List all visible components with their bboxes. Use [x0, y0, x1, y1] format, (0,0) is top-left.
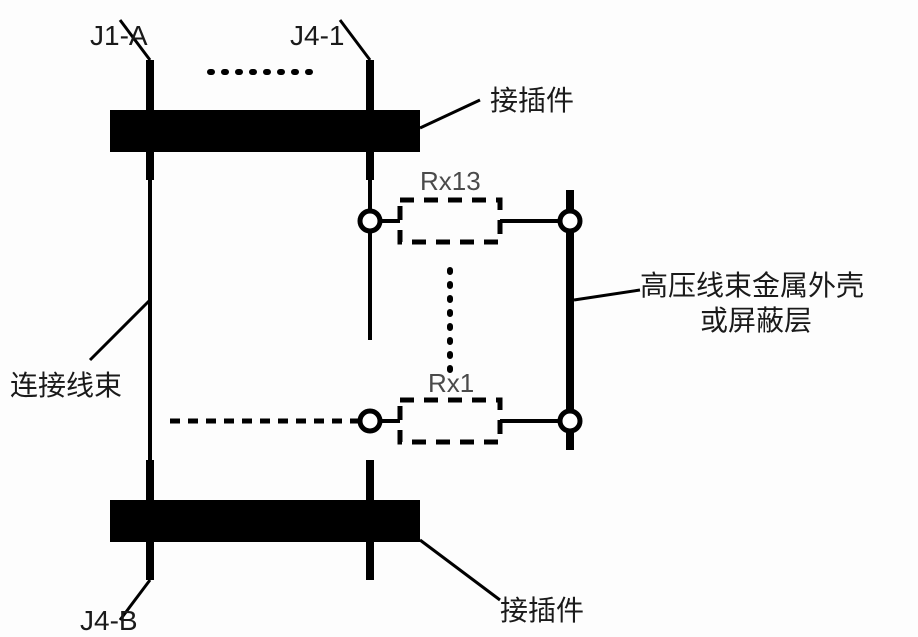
- resistor-rx1: [400, 400, 500, 442]
- label-harness: 连接线束: [10, 370, 122, 401]
- label-j1a: J1-A: [90, 20, 148, 51]
- leader-connector-bot: [420, 540, 500, 600]
- node-rx13-right: [560, 211, 580, 231]
- leader-shield: [574, 290, 640, 300]
- label-j41: J4-1: [290, 20, 344, 51]
- label-shield-2: 或屏蔽层: [700, 305, 812, 336]
- node-rx1-right: [560, 411, 580, 431]
- leader-connector-top: [420, 100, 480, 128]
- leader-j41: [340, 20, 370, 60]
- leader-harness: [90, 300, 150, 360]
- node-rx13-left: [360, 211, 380, 231]
- label-connector-bot: 接插件: [500, 595, 584, 626]
- label-j4b: J4-B: [80, 605, 138, 636]
- label-rx1: Rx1: [428, 368, 474, 398]
- label-shield-1: 高压线束金属外壳: [640, 270, 864, 301]
- node-rx1-left: [360, 411, 380, 431]
- label-connector-top: 接插件: [490, 85, 574, 116]
- label-rx13: Rx13: [420, 166, 481, 196]
- resistor-rx13: [400, 200, 500, 242]
